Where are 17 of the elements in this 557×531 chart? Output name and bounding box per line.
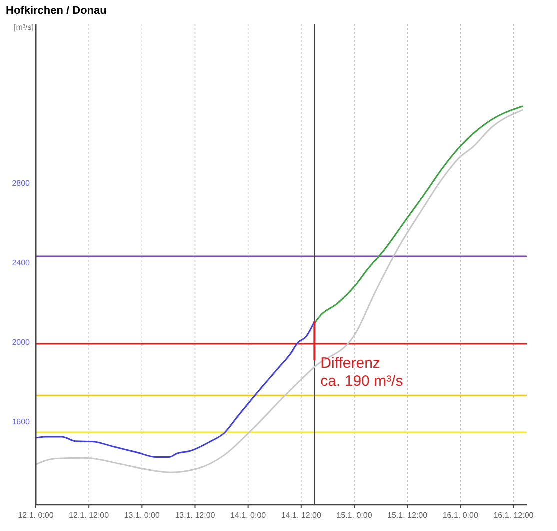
x-tick-label: 12.1. 0:00 [18,511,54,520]
x-tick-label: 12.1. 12:00 [69,511,110,520]
y-tick-label: 2400 [12,258,31,268]
x-tick-label: 14.1. 0:00 [230,511,267,520]
chart-title: Hofkirchen / Donau [6,5,107,17]
y-tick-label: 2000 [12,338,31,348]
x-tick-label: 15.1. 0:00 [336,511,373,520]
x-tick-label: 13.1. 12:00 [175,511,216,520]
x-tick-label: 16.1. 12:00 [494,511,534,520]
x-tick-label: 16.1. 0:00 [442,511,479,520]
x-tick-label: 15.1. 12:00 [388,511,428,520]
y-tick-label: 2800 [12,179,31,188]
y-axis-title: [m³/s] [14,23,34,32]
x-tick-label: 14.1. 12:00 [281,511,322,520]
y-tick-label: 1600 [12,418,31,427]
annotation: Differenz ca. 190 m³/s [320,354,404,390]
x-tick-label: 13.1. 0:00 [124,511,160,520]
